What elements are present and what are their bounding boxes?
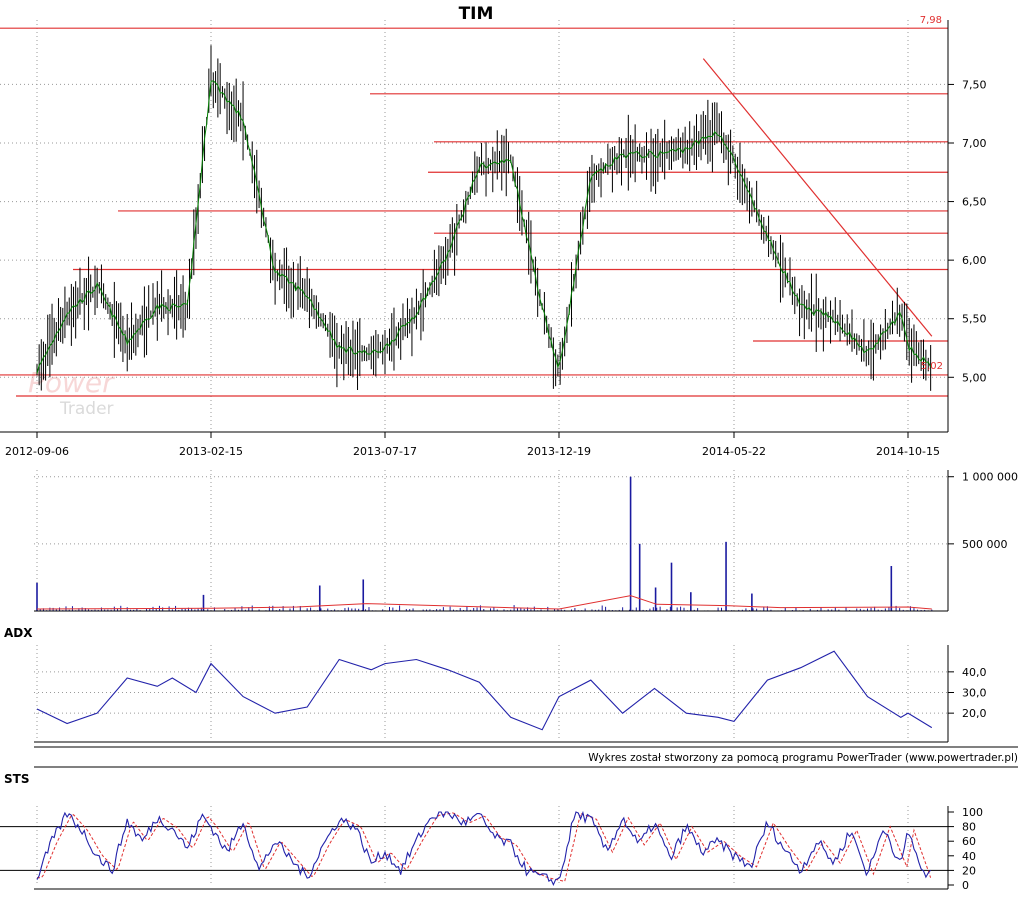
x-tick-label: 2012-09-06: [5, 445, 69, 458]
volume-moving-average: [36, 595, 932, 610]
price-y-tick-label: 5,50: [962, 313, 987, 326]
price-panel: TIM Power Trader 7,50 7,00 6,50 6,00 5,50 5,0…: [0, 4, 987, 458]
x-tick-label: 2013-07-17: [353, 445, 417, 458]
x-tick-label: 2014-05-22: [702, 445, 766, 458]
price-y-tick-label: 5,00: [962, 371, 987, 384]
adx-line: [36, 650, 933, 731]
footer-note: Wykres został stworzony za pomocą progra…: [588, 752, 1018, 764]
adx-panel-title: ADX: [4, 626, 33, 640]
adx-y-tick-label: 30,0: [962, 687, 987, 700]
sts-y-tick-label: 100: [962, 806, 983, 819]
sts-y-tick-label: 0: [962, 879, 969, 892]
sts-y-tick-label: 20: [962, 864, 976, 877]
adx-y-tick-label: 20,0: [962, 707, 987, 720]
watermark: Power Trader: [28, 366, 115, 419]
price-y-tick-label: 7,00: [962, 137, 987, 150]
x-tick-label: 2013-02-15: [179, 445, 243, 458]
price-y-tick-label: 6,50: [962, 196, 987, 209]
price-moving-average: [36, 80, 932, 374]
sts-y-tick-label: 80: [962, 821, 976, 834]
price-y-tick-label: 6,00: [962, 254, 987, 267]
downtrend-line: [702, 58, 933, 337]
sts-line: [36, 810, 932, 887]
x-tick-label: 2014-10-15: [876, 445, 940, 458]
adx-panel: ADX 40,0 30,0 20,0 Wykres został stworzony…: [4, 626, 1018, 768]
chart-title: TIM: [459, 4, 494, 24]
volume-y-tick-label: 1 000 000: [962, 471, 1018, 484]
sts-y-tick-label: 40: [962, 850, 976, 863]
volume-panel: 1 000 000 500 000: [34, 470, 1018, 612]
watermark-line1: Power: [28, 366, 115, 399]
price-y-tick-label: 7,50: [962, 78, 987, 91]
level-annotation-top: 7,98: [920, 15, 942, 26]
x-tick-label: 2013-12-19: [527, 445, 591, 458]
sts-panel-title: STS: [4, 772, 29, 786]
adx-y-tick-label: 40,0: [962, 666, 987, 679]
sts-signal-line: [37, 812, 932, 882]
level-annotation-bottom: 5,02: [921, 361, 943, 372]
sts-y-tick-label: 60: [962, 835, 976, 848]
watermark-line2: Trader: [59, 399, 114, 419]
volume-y-tick-label: 500 000: [962, 538, 1008, 551]
